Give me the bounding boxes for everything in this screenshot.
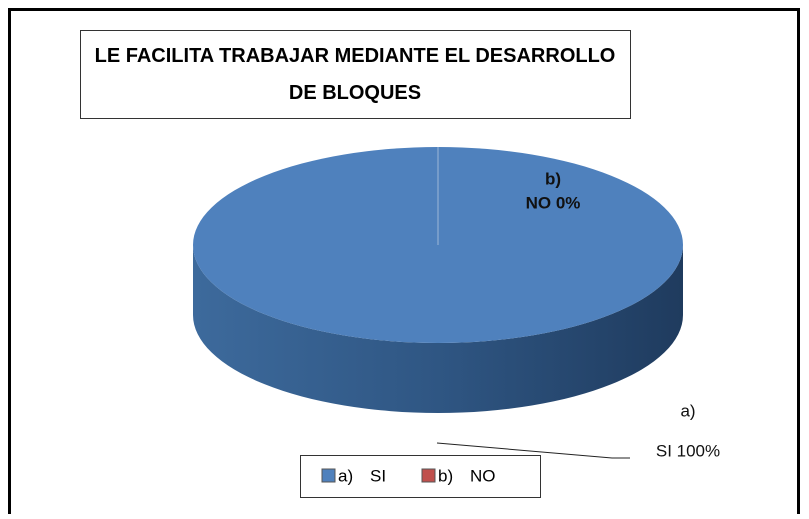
data-label-marker: a) [680, 401, 695, 420]
pie-side [193, 245, 683, 413]
leader-line [436, 442, 630, 459]
legend-swatch [421, 468, 436, 483]
data-label: NO 0% [526, 193, 581, 212]
legend-marker: a) [338, 466, 353, 485]
legend-box [300, 455, 541, 498]
legend-marker: b) [438, 466, 453, 485]
legend-label: SI [370, 466, 386, 485]
title-holder: LE FACILITA TRABAJAR MEDIANTE EL DESARRO… [94, 45, 616, 104]
title-box [80, 30, 631, 119]
legend-swatch [321, 468, 336, 483]
legend-label: NO [470, 466, 496, 485]
data-label-marker: b) [545, 169, 561, 188]
data-label: SI 100% [656, 441, 720, 460]
chart-title: LE FACILITA TRABAJAR MEDIANTE EL DESARRO… [94, 45, 616, 104]
